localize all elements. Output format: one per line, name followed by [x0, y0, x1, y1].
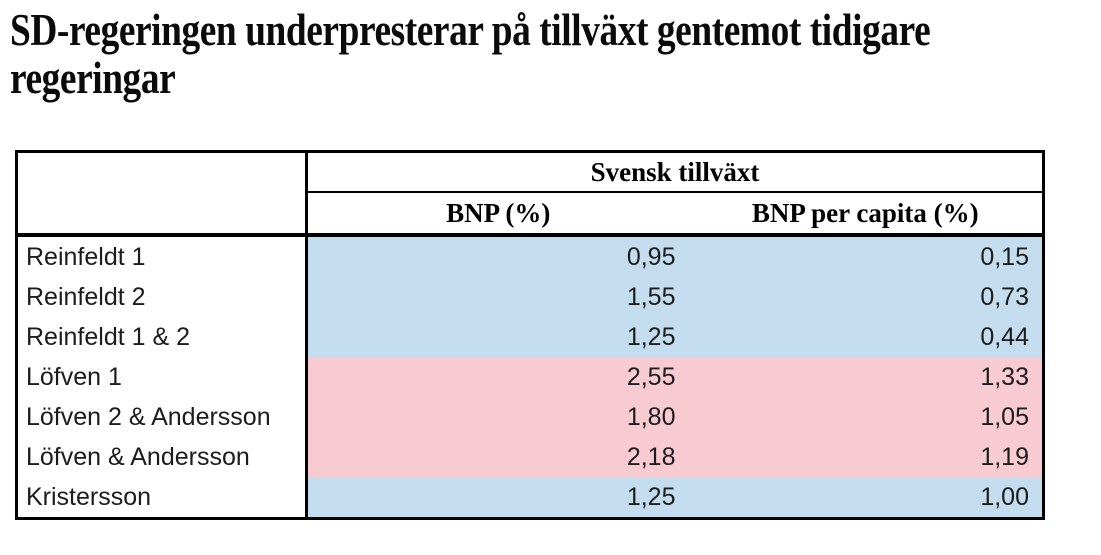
row-label: Reinfeldt 1 [16, 235, 308, 277]
value-bnp: 1,55 [306, 277, 689, 317]
value-bnp-per-capita: 1,33 [688, 357, 1044, 397]
value-bnp-per-capita: 0,73 [688, 277, 1044, 317]
value-bnp: 1,25 [306, 317, 689, 357]
value-bnp-per-capita: 0,44 [688, 317, 1044, 357]
table-row-kristersson: Kristersson 1,25 1,00 [16, 477, 1044, 519]
value-bnp-per-capita: 1,00 [688, 477, 1044, 519]
table-column-header-row: BNP (%) BNP per capita (%) [17, 192, 1044, 237]
row-label: Löfven 1 [16, 357, 308, 397]
row-label: Kristersson [16, 477, 308, 519]
value-bnp: 1,25 [306, 477, 689, 519]
value-bnp-per-capita: 1,19 [688, 437, 1044, 477]
page-title-line-2: regeringar [10, 53, 176, 103]
value-bnp: 1,80 [306, 397, 689, 437]
row-label: Löfven 2 & Andersson [16, 397, 308, 437]
value-bnp: 0,95 [306, 235, 689, 277]
column-header-bnp-per-capita: BNP per capita (%) [688, 192, 1044, 237]
value-bnp-per-capita: 0,15 [688, 235, 1044, 277]
value-bnp-per-capita: 1,05 [688, 397, 1044, 437]
table-row-lofven-1: Löfven 1 2,55 1,33 [16, 357, 1044, 397]
page-title-line-1: SD-regeringen underpresterar på tillväxt… [10, 5, 931, 55]
value-bnp: 2,55 [306, 357, 689, 397]
table-group-header-row: Svensk tillväxt [16, 151, 1044, 237]
table-row-reinfeldt-2: Reinfeldt 2 1,55 0,73 [16, 277, 1044, 317]
table-row-lofven-2-andersson: Löfven 2 & Andersson 1,80 1,05 [16, 397, 1044, 437]
table-row-lofven-andersson: Löfven & Andersson 2,18 1,19 [16, 437, 1044, 477]
column-header-bnp: BNP (%) [306, 192, 689, 237]
row-label: Löfven & Andersson [16, 437, 308, 477]
corner-empty-cell [16, 151, 308, 237]
table-row-reinfeldt-1: Reinfeldt 1 0,95 0,15 [16, 235, 1044, 277]
page-title: SD-regeringen underpresterar på tillväxt… [10, 6, 1101, 102]
growth-table: Svensk tillväxt BNP (%) BNP per capita (… [15, 150, 1045, 520]
row-label: Reinfeldt 1 & 2 [16, 317, 308, 357]
table-row-reinfeldt-1-2: Reinfeldt 1 & 2 1,25 0,44 [16, 317, 1044, 357]
value-bnp: 2,18 [306, 437, 689, 477]
row-label: Reinfeldt 2 [16, 277, 308, 317]
group-header-svensk-tillvaxt: Svensk tillväxt [306, 151, 1044, 193]
